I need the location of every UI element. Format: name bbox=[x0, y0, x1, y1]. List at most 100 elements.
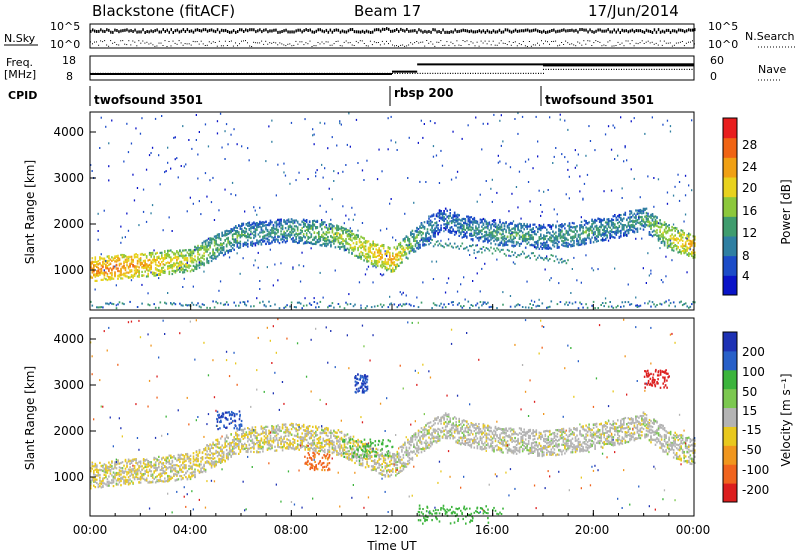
power-cell bbox=[321, 221, 323, 224]
nave-point bbox=[540, 72, 542, 74]
power-cell bbox=[296, 234, 299, 237]
power-cell bbox=[506, 226, 509, 229]
power-cell bbox=[485, 230, 488, 233]
power-cell bbox=[361, 242, 364, 245]
power-cell bbox=[213, 244, 216, 247]
power-noise-cell bbox=[292, 268, 294, 270]
noise-sky-point bbox=[144, 31, 146, 34]
noise-sky-point bbox=[573, 29, 575, 33]
power-cell bbox=[346, 234, 349, 237]
power-cell bbox=[422, 224, 424, 227]
noise-sky-point bbox=[460, 29, 462, 33]
noise-sky-point bbox=[168, 30, 170, 34]
power-near-cell bbox=[390, 302, 393, 305]
noise-search-point bbox=[559, 44, 561, 46]
power-cell bbox=[482, 223, 485, 226]
power-cell bbox=[369, 257, 371, 260]
power-cell bbox=[475, 235, 477, 238]
power-cell bbox=[260, 238, 263, 241]
power-cell bbox=[437, 231, 439, 234]
nave-point bbox=[276, 72, 278, 74]
power-cell bbox=[331, 224, 334, 227]
power-cell bbox=[177, 255, 180, 258]
power-noise-cell bbox=[556, 213, 558, 216]
noise-search-point bbox=[186, 43, 188, 45]
noise-search-point bbox=[553, 40, 555, 42]
power-near-cell bbox=[97, 306, 100, 309]
power-near-cell bbox=[559, 301, 562, 303]
power-cell bbox=[260, 227, 263, 230]
power-cell bbox=[141, 253, 143, 256]
power-cell bbox=[225, 232, 228, 235]
power-cell bbox=[570, 237, 572, 240]
power-cell bbox=[544, 247, 547, 250]
power-cell bbox=[540, 242, 542, 245]
power-cell bbox=[148, 268, 151, 271]
power-cell bbox=[325, 242, 328, 245]
power-noise-cell bbox=[497, 154, 499, 157]
power-cell bbox=[305, 221, 308, 224]
power-cell bbox=[186, 258, 189, 261]
power-cell bbox=[431, 220, 433, 224]
power-near-cell bbox=[472, 304, 474, 307]
power-cell bbox=[293, 239, 296, 242]
power-cell bbox=[345, 230, 347, 234]
noise-sky-point bbox=[267, 30, 269, 34]
power-noise-cell bbox=[444, 291, 447, 294]
noise-sky-point bbox=[182, 28, 185, 32]
nave-tick-bottom: 0 bbox=[710, 70, 717, 83]
noise-sky-point bbox=[432, 28, 434, 32]
power-cell bbox=[585, 220, 587, 223]
power-cell bbox=[555, 224, 557, 227]
power-near-cell bbox=[328, 304, 331, 307]
power-noise-cell bbox=[316, 169, 318, 172]
power-cell bbox=[541, 227, 544, 230]
power-noise-cell bbox=[503, 243, 505, 246]
noise-search-point bbox=[629, 43, 631, 45]
power-cell bbox=[514, 244, 516, 247]
power-cell bbox=[529, 234, 531, 237]
power-noise-cell bbox=[331, 136, 333, 139]
power-cell bbox=[120, 253, 122, 257]
power-cell bbox=[296, 228, 299, 231]
power-secondary-cell bbox=[521, 250, 524, 253]
nave-point bbox=[341, 72, 343, 74]
nave-point bbox=[163, 72, 164, 74]
power-cell bbox=[568, 243, 571, 246]
power-cell bbox=[490, 223, 492, 226]
power-cell bbox=[153, 274, 155, 277]
power-cell bbox=[108, 278, 110, 281]
noise-search-point bbox=[627, 40, 629, 42]
power-near-cell bbox=[265, 305, 267, 308]
power-noise-cell bbox=[97, 238, 99, 241]
power-cell bbox=[245, 230, 248, 233]
power-cell bbox=[364, 253, 367, 256]
power-cell bbox=[438, 213, 441, 216]
power-cell bbox=[173, 265, 175, 268]
power-noise-cell bbox=[186, 261, 188, 264]
noise-sky-point bbox=[498, 28, 501, 32]
power-cell bbox=[478, 223, 480, 226]
power-cell bbox=[642, 209, 645, 213]
power-cell bbox=[600, 221, 602, 224]
power-secondary-cell bbox=[556, 258, 559, 261]
noise-search-point bbox=[357, 42, 359, 44]
power-cell bbox=[275, 225, 278, 228]
power-near-cell bbox=[118, 301, 121, 304]
power-cell bbox=[393, 263, 396, 266]
power-cell bbox=[372, 255, 374, 259]
noise-sky-point bbox=[128, 29, 130, 33]
power-cell bbox=[420, 234, 423, 237]
power-cell bbox=[452, 218, 454, 221]
power-noise-cell bbox=[416, 296, 418, 299]
power-cell bbox=[185, 254, 187, 257]
power-noise-cell bbox=[603, 190, 605, 193]
power-cell bbox=[496, 230, 498, 233]
noise-sky-point bbox=[295, 29, 297, 33]
power-cell bbox=[135, 253, 137, 256]
power-cell bbox=[577, 239, 580, 242]
power-cell bbox=[340, 242, 343, 245]
power-cell bbox=[523, 234, 525, 237]
power-cell bbox=[601, 232, 604, 235]
